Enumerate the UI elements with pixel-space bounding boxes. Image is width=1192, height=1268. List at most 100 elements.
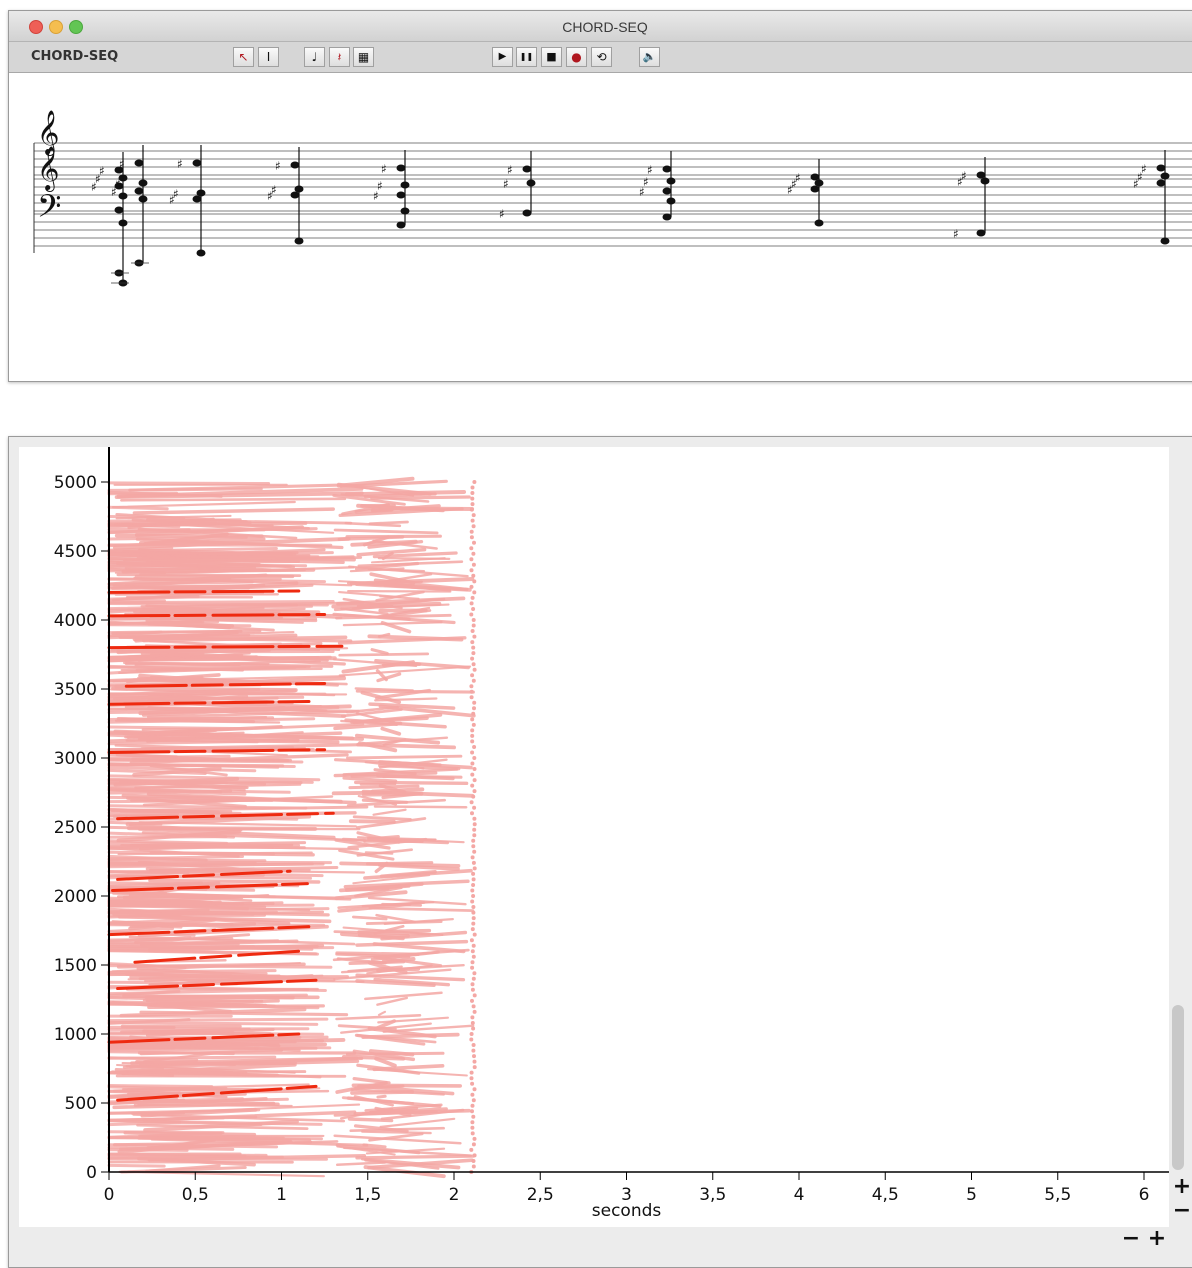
note-head: [135, 160, 144, 167]
y-tick-label: 500: [65, 1094, 97, 1114]
partial-line: [109, 718, 273, 720]
partial-point: [470, 739, 474, 743]
record-button[interactable]: ●: [566, 47, 587, 67]
select-tool-button[interactable]: ↖: [233, 47, 254, 67]
chord: ♯♯♯: [91, 152, 129, 287]
partial-point: [470, 800, 474, 804]
partial-point: [472, 1142, 476, 1146]
partial-line: [109, 756, 229, 758]
partials-plot[interactable]: 0500100015002000250030003500400045005000…: [19, 447, 1169, 1227]
text-tool-button[interactable]: I: [258, 47, 279, 67]
sharp-icon: ♯: [507, 163, 513, 177]
partial-line: [109, 846, 273, 847]
note-head: [663, 188, 672, 195]
partial-point: [470, 1071, 474, 1075]
score-view[interactable]: 𝄞𝄞𝄢♯♯♯♯♯♯♯♯♯♯♯♯♯♯♯♯♯♯♯♯♯♯♯♯♯♯♯♯♯♯: [19, 73, 1192, 373]
partial-point: [470, 999, 474, 1003]
partial-line: [109, 597, 198, 599]
partial-point: [470, 690, 474, 694]
partial-line: [109, 915, 265, 916]
partial-line: [377, 998, 406, 1005]
partial-point: [470, 734, 474, 738]
staff-system[interactable]: 𝄞𝄞𝄢♯♯♯♯♯♯♯♯♯♯♯♯♯♯♯♯♯♯♯♯♯♯♯♯♯♯♯♯♯♯: [19, 73, 1192, 373]
partial-point: [470, 1093, 474, 1097]
select-arrow-icon: ↖: [238, 50, 248, 64]
toolbar-label: CHORD-SEQ: [31, 49, 118, 64]
partial-point: [470, 1120, 474, 1124]
note-head: [291, 162, 300, 169]
partial-line: [109, 810, 231, 812]
horizontal-zoom-in-button[interactable]: +: [1146, 1228, 1168, 1250]
title-bar[interactable]: CHORD-SEQ: [9, 11, 1192, 42]
horizontal-zoom-out-button[interactable]: −: [1120, 1228, 1142, 1250]
vertical-zoom-out-button[interactable]: −: [1171, 1200, 1192, 1222]
light-partials: [109, 479, 477, 1176]
pause-button[interactable]: ❚❚: [516, 47, 537, 67]
play-button[interactable]: ▶: [492, 47, 513, 67]
vertical-scrollbar[interactable]: [1172, 1005, 1184, 1170]
sharp-icon: ♯: [1133, 177, 1139, 191]
partial-point: [470, 508, 474, 512]
note-head: [193, 196, 202, 203]
partial-point: [470, 773, 474, 777]
partial-line: [129, 828, 315, 829]
partial-line: [150, 881, 319, 883]
text-cursor-icon: I: [267, 50, 271, 64]
partial-line: [109, 635, 249, 636]
loop-button[interactable]: ⟲: [591, 47, 612, 67]
vertical-zoom-in-button[interactable]: +: [1171, 1176, 1192, 1198]
bass-clef-icon: 𝄢: [37, 188, 61, 232]
audio-output-button[interactable]: 🔈: [639, 47, 660, 67]
stop-button[interactable]: ■: [541, 47, 562, 67]
partial-line: [109, 727, 244, 729]
partial-point: [473, 668, 477, 672]
partial-point: [473, 993, 477, 997]
partial-line: [335, 530, 437, 533]
partial-line: [109, 1034, 270, 1035]
partial-point: [472, 662, 476, 666]
partial-point: [472, 977, 476, 981]
sharp-icon: ♯: [177, 157, 183, 171]
partial-line: [344, 778, 396, 781]
partial-line: [109, 507, 167, 509]
partial-line: [370, 908, 473, 911]
partial-point: [471, 905, 475, 909]
sharp-icon: ♯: [953, 227, 959, 241]
partial-point: [472, 723, 476, 727]
partial-line: [362, 505, 394, 506]
strong-partial-line: [109, 615, 325, 616]
partial-line: [381, 508, 473, 509]
sharp-icon: ♯: [169, 193, 175, 207]
partial-line: [109, 974, 162, 975]
partial-point: [471, 486, 475, 490]
stop-icon: ■: [546, 50, 556, 63]
partial-point: [470, 568, 474, 572]
partial-point: [471, 1027, 475, 1031]
partial-point: [469, 613, 473, 617]
partial-point: [471, 988, 475, 992]
partial-line: [109, 1132, 223, 1133]
partial-line: [109, 711, 237, 712]
note-head: [1157, 180, 1166, 187]
partial-line: [109, 943, 238, 944]
note-tool-button[interactable]: ♩: [304, 47, 325, 67]
partial-line: [113, 502, 295, 507]
partial-line: [109, 1165, 164, 1166]
partial-line: [109, 493, 177, 494]
partial-line: [354, 817, 410, 820]
partial-line: [357, 975, 463, 980]
partial-point: [472, 524, 476, 528]
partial-point: [471, 651, 475, 655]
partial-line: [109, 1057, 275, 1058]
partial-point: [472, 955, 476, 959]
note-head: [811, 174, 820, 181]
grid-tool-button[interactable]: ▦: [353, 47, 374, 67]
sharp-icon: ♯: [503, 177, 509, 191]
rest-tool-button[interactable]: 𝄽: [329, 47, 350, 67]
x-tick-label: 5,5: [1044, 1185, 1071, 1205]
partial-point: [472, 916, 476, 920]
partial-point: [470, 900, 474, 904]
note-head: [663, 214, 672, 221]
partial-point: [471, 1131, 475, 1135]
